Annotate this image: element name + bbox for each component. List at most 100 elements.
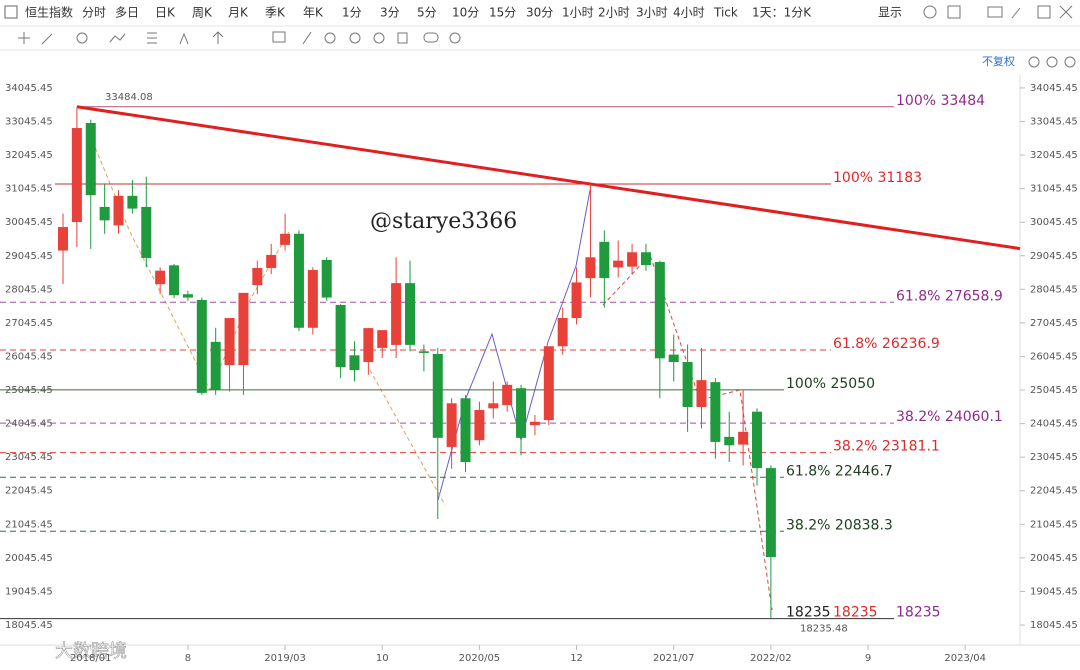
y-tick-label: 18045.45 (5, 620, 53, 631)
candle-body (363, 328, 374, 363)
y-tick-label: 24045.45 (5, 419, 53, 430)
candle-body (446, 403, 457, 447)
magnet-tool[interactable] (324, 32, 336, 44)
pattern-tool[interactable] (109, 33, 126, 43)
timeframe-tab[interactable]: 周K (192, 6, 213, 20)
timeframe-tab[interactable]: 1小时 (562, 6, 594, 20)
zoom-out-icon[interactable] (1046, 56, 1058, 68)
timeframe-tab[interactable]: 多日 (115, 6, 139, 20)
timeframe-tab[interactable]: 15分 (489, 6, 516, 20)
candle-body (266, 254, 277, 269)
candle-body (252, 268, 263, 286)
y-tick-label: 25045.45 (1030, 385, 1078, 396)
zoom-in-icon[interactable] (1064, 56, 1076, 68)
timeframe-tab[interactable]: 分时 (82, 6, 106, 20)
fib-label: 18235 (786, 605, 831, 621)
timeframe-tab[interactable]: 10分 (452, 6, 479, 20)
timeframe-tab[interactable]: 1分 (342, 6, 362, 20)
timeframe-tab[interactable]: 3分 (380, 6, 400, 20)
timeframe-tab[interactable]: 恒生指数 (25, 5, 73, 20)
y-tick-label: 19045.45 (1030, 586, 1078, 597)
line-tool[interactable] (41, 33, 53, 45)
crosshair-tool[interactable] (18, 32, 30, 44)
fullscreen-icon[interactable] (1037, 5, 1051, 19)
candle-body (210, 341, 221, 390)
watermark: @starye3366 (370, 209, 517, 234)
y-tick-label: 26045.45 (5, 351, 53, 362)
candle-body (127, 195, 138, 209)
x-tick-label: 8 (185, 653, 191, 664)
fib-label: 18235 (833, 605, 878, 621)
candle-body (627, 252, 638, 267)
undo-icon[interactable] (1028, 56, 1040, 68)
adjust-mode[interactable]: 不复权 (982, 54, 1015, 68)
candle-body (571, 282, 582, 319)
low-price-label: 18235.48 (800, 624, 848, 635)
candle-body (349, 355, 360, 371)
candle-body (238, 292, 249, 366)
candle-body (307, 270, 318, 328)
timeframe-tab[interactable]: 1天：1分K (752, 6, 812, 20)
candle-body (418, 351, 429, 353)
arrow-tool[interactable] (212, 31, 224, 44)
candle-body (752, 411, 762, 469)
timeframe-tab[interactable]: 年K (303, 6, 324, 20)
candle-body (293, 233, 304, 328)
candle-body (543, 346, 554, 421)
timeframe-tab[interactable]: 5分 (417, 6, 437, 20)
candle-body (85, 123, 96, 196)
timeframe-tab[interactable]: 4小时 (673, 6, 705, 20)
timeframe-tab[interactable]: 月K (228, 6, 249, 20)
fib-tool[interactable] (147, 32, 157, 44)
candle-body (710, 382, 721, 442)
candle-body (474, 410, 485, 441)
candle-body (141, 206, 152, 258)
y-tick-label: 32045.45 (5, 150, 53, 161)
timeframe-tab[interactable]: 2小时 (598, 6, 630, 20)
wave-tool[interactable] (179, 32, 189, 45)
y-tick-label: 28045.45 (5, 284, 53, 295)
lock-tool[interactable] (349, 32, 361, 44)
candle-body (640, 252, 651, 265)
timeframe-tab[interactable]: 3小时 (636, 6, 668, 20)
candle-body (529, 421, 540, 426)
y-tick-label: 32045.45 (1030, 150, 1078, 161)
timeframe-tab[interactable]: Tick (713, 6, 738, 20)
delete-tool[interactable] (397, 32, 408, 44)
settings-tool[interactable] (449, 32, 461, 44)
fib-label: 61.8% 26236.9 (833, 336, 940, 352)
timeframe-tab[interactable]: 季K (265, 6, 286, 20)
candle-body (585, 257, 596, 279)
candle-body (682, 362, 693, 407)
candle-body (516, 388, 527, 438)
candle-body (71, 128, 82, 223)
fib-label: 18235 (896, 605, 941, 621)
candle-body (488, 403, 499, 409)
timeframe-tab[interactable]: 显示 (878, 6, 902, 20)
pen-icon[interactable] (1011, 7, 1021, 19)
symbol-icon[interactable] (4, 5, 18, 19)
timeframe-tab[interactable]: 日K (155, 6, 176, 20)
settings-icon[interactable] (923, 5, 937, 19)
fib-label: 100% 33484 (896, 93, 985, 109)
x-tick-label: 12 (570, 653, 583, 664)
camera-icon[interactable] (987, 6, 1003, 18)
measure-tool[interactable] (302, 31, 312, 45)
close-icon[interactable] (1059, 5, 1073, 19)
timeframe-tab[interactable]: 30分 (526, 6, 553, 20)
trendline (76, 105, 1021, 251)
shape-tool[interactable] (76, 32, 88, 44)
candle-body (460, 398, 471, 463)
fib-label: 38.2% 20838.3 (786, 517, 893, 533)
link-tool[interactable] (423, 32, 439, 43)
candle-body (724, 436, 735, 446)
candle-body (99, 206, 110, 221)
candle-body (391, 283, 402, 345)
note-tool[interactable] (272, 31, 286, 43)
candle-body (502, 384, 513, 405)
candle-body (738, 431, 749, 445)
candle-body (765, 468, 776, 558)
layout-icon[interactable] (947, 5, 961, 19)
hide-tool[interactable] (373, 32, 385, 44)
fib-label: 61.8% 27658.9 (896, 288, 1003, 304)
